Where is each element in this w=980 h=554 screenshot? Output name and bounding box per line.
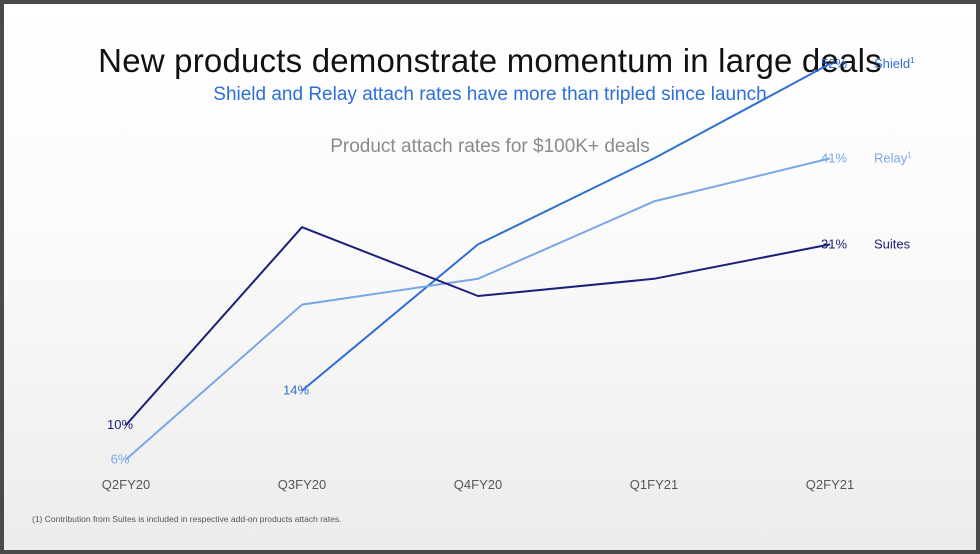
series-name-suites: Suites <box>874 236 911 251</box>
x-tick-label: Q4FY20 <box>454 477 502 492</box>
slide-subtitle: Shield and Relay attach rates have more … <box>213 84 767 105</box>
footnote: (1) Contribution from Suites is included… <box>32 514 342 524</box>
data-label-shield-end: 52% <box>821 56 847 71</box>
data-label-shield-start: 14% <box>283 383 309 398</box>
series-line-relay <box>125 157 831 461</box>
series-line-shield <box>301 62 831 392</box>
series-line-suites <box>125 226 831 426</box>
series-name-shield: Shield1 <box>874 56 915 71</box>
data-label-suites-start: 10% <box>107 417 133 432</box>
series-name-relay: Relay1 <box>874 150 912 165</box>
line-chart: Q2FY20 Q3FY20 Q4FY20 Q1FY21 Q2FY21 14% 52% Shie… <box>102 56 915 492</box>
data-label-relay-start: 6% <box>111 451 130 466</box>
slide-title: New products demonstrate momentum in lar… <box>98 42 882 79</box>
x-tick-label: Q2FY20 <box>102 477 150 492</box>
x-tick-label: Q2FY21 <box>806 477 854 492</box>
data-label-relay-end: 41% <box>821 150 847 165</box>
data-label-suites-end: 31% <box>821 236 847 251</box>
chart-title: Product attach rates for $100K+ deals <box>330 136 650 157</box>
x-tick-label: Q1FY21 <box>630 477 678 492</box>
slide: New products demonstrate momentum in lar… <box>4 4 976 550</box>
x-tick-label: Q3FY20 <box>278 477 326 492</box>
